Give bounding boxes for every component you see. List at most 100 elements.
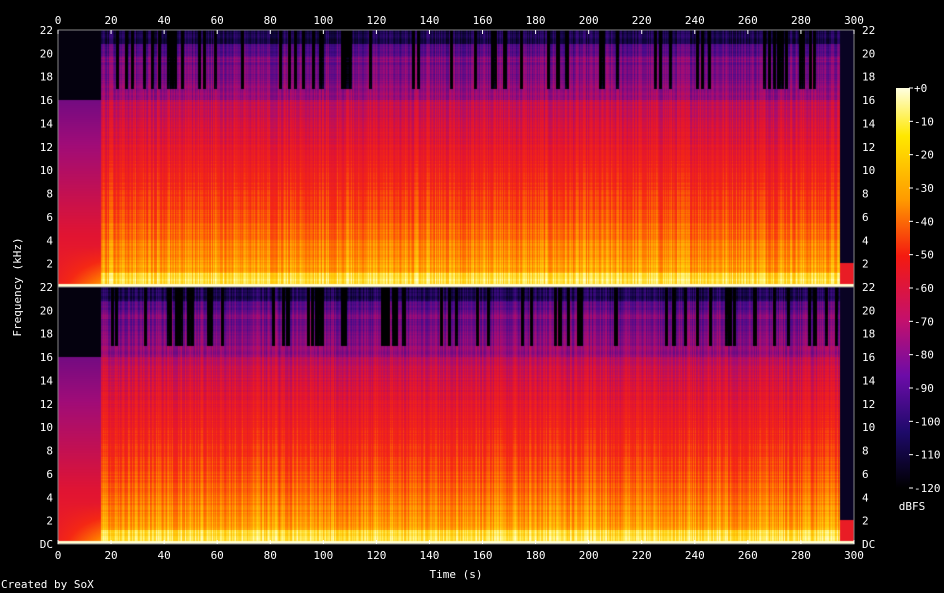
y-tick-label-left: 12 — [40, 141, 53, 154]
spectrogram-channel-2 — [58, 287, 854, 544]
y-tick-label-right: 2 — [862, 258, 869, 271]
y-tick-label-left: 8 — [46, 445, 53, 458]
y-tick-label-right: 6 — [862, 211, 869, 224]
spectrogram-image-channel-1 — [58, 30, 854, 287]
colorbar-tick-label: -110 — [914, 449, 941, 462]
credit-text: Created by SoX — [1, 578, 94, 591]
x-tick-label-bottom: 20 — [104, 549, 117, 562]
colorbar-tick-label: -90 — [914, 382, 934, 395]
x-tick-label-top: 40 — [158, 14, 171, 27]
y-tick-label-right: 20 — [862, 304, 875, 317]
colorbar-ticks: +0 -10 -20 -30 -40 -50 -60 -70 -80 -90 -100 -110 -12… — [909, 82, 941, 495]
x-tick-label-top: 60 — [211, 14, 224, 27]
y-tick-label-left: 20 — [40, 304, 53, 317]
colorbar-tick-label: -60 — [914, 282, 934, 295]
colorbar-tick-label: -30 — [914, 182, 934, 195]
x-tick-label-top: 20 — [104, 14, 117, 27]
y-tick-label-left: 18 — [40, 71, 53, 84]
colorbar-tick-label: -40 — [914, 215, 934, 228]
y-tick-label-right: 14 — [862, 117, 876, 130]
y-tick-label-right: 8 — [862, 445, 869, 458]
y-tick-label-left: 4 — [46, 234, 53, 247]
x-tick-label-bottom: 40 — [158, 549, 171, 562]
x-tick-label-bottom: 280 — [791, 549, 811, 562]
x-tick-label-top: 80 — [264, 14, 277, 27]
x-tick-label-top: 260 — [738, 14, 758, 27]
y-tick-label-left: 6 — [46, 211, 53, 224]
x-tick-label-top: 300 — [844, 14, 864, 27]
y-tick-label-left: 16 — [40, 351, 53, 364]
x-axis-bottom: 0 20 40 60 80 100 120 140 160 180 200 220 240 260 280 3… — [55, 540, 864, 562]
y-tick-label-right: 4 — [862, 491, 869, 504]
x-tick-label-bottom: 60 — [211, 549, 224, 562]
x-tick-label-top: 100 — [313, 14, 333, 27]
y-tick-label-right: 18 — [862, 71, 875, 84]
colorbar-tick-label: -10 — [914, 115, 934, 128]
plot-frame-2 — [57, 286, 855, 545]
y-tick-label-right: 18 — [862, 328, 875, 341]
colorbar: +0 -10 -20 -30 -40 -50 -60 -70 -80 -90 -100 -110 -12… — [896, 82, 941, 513]
y-tick-label-left: 2 — [46, 515, 53, 528]
y-tick-label-left: 16 — [40, 94, 53, 107]
y-tick-label-right: 16 — [862, 94, 875, 107]
x-tick-label-bottom: 0 — [55, 549, 62, 562]
x-tick-label-bottom: 80 — [264, 549, 277, 562]
colorbar-gradient — [896, 88, 910, 488]
y-tick-label-right: 10 — [862, 421, 875, 434]
x-tick-label-top: 140 — [420, 14, 440, 27]
y-tick-label-right: 2 — [862, 515, 869, 528]
colorbar-tick-label: +0 — [914, 82, 927, 95]
y-tick-label-left: 18 — [40, 328, 53, 341]
x-tick-label-top: 160 — [473, 14, 493, 27]
colorbar-tick-label: -50 — [914, 249, 934, 262]
y-tick-label-right: 8 — [862, 188, 869, 201]
x-tick-label-top: 280 — [791, 14, 811, 27]
x-tick-label-top: 200 — [579, 14, 599, 27]
y-tick-label-left: 8 — [46, 188, 53, 201]
colorbar-tick-label: -20 — [914, 149, 934, 162]
x-tick-label-top: 220 — [632, 14, 652, 27]
x-axis-label: Time (s) — [430, 568, 483, 581]
x-tick-label-bottom: 220 — [632, 549, 652, 562]
y-tick-label-left: 20 — [40, 47, 53, 60]
spectrogram-channel-1 — [58, 30, 854, 287]
x-tick-label-bottom: 140 — [420, 549, 440, 562]
x-tick-label-bottom: 100 — [313, 549, 333, 562]
y-tick-label-right: 16 — [862, 351, 875, 364]
colorbar-tick-label: -120 — [914, 482, 941, 495]
y-axis-label: Frequency (kHz) — [11, 237, 24, 336]
y-tick-label-left: 4 — [46, 491, 53, 504]
y-tick-label-right: DC — [862, 538, 875, 551]
y-tick-label-right: 4 — [862, 234, 869, 247]
y-tick-label-right: 10 — [862, 164, 875, 177]
x-tick-label-bottom: 240 — [685, 549, 705, 562]
colorbar-label: dBFS — [899, 500, 926, 513]
y-tick-label-right: 14 — [862, 374, 876, 387]
y-tick-label-left: DC — [40, 538, 53, 551]
y-tick-label-left: 10 — [40, 421, 53, 434]
spectrogram-image-channel-2 — [58, 287, 854, 544]
y-tick-label-left: 6 — [46, 468, 53, 481]
y-tick-label-left: 22 — [40, 281, 53, 294]
x-tick-label-bottom: 260 — [738, 549, 758, 562]
colorbar-tick-label: -80 — [914, 349, 934, 362]
y-tick-label-right: 12 — [862, 398, 875, 411]
y-tick-label-left: 12 — [40, 398, 53, 411]
x-tick-label-bottom: 120 — [366, 549, 386, 562]
colorbar-tick-label: -70 — [914, 315, 934, 328]
y-tick-label-left: 2 — [46, 258, 53, 271]
x-tick-label-top: 240 — [685, 14, 705, 27]
y-tick-label-left: 14 — [40, 117, 54, 130]
y-tick-label-right: 22 — [862, 24, 875, 37]
x-tick-label-top: 0 — [55, 14, 62, 27]
x-tick-label-bottom: 300 — [844, 549, 864, 562]
x-axis-top: 0 20 40 60 80 100 120 140 160 180 200 220 240 260 280 3… — [55, 14, 864, 34]
y-tick-label-left: 10 — [40, 164, 53, 177]
y-tick-label-right: 22 — [862, 281, 875, 294]
y-tick-label-right: 6 — [862, 468, 869, 481]
x-tick-label-bottom: 200 — [579, 549, 599, 562]
x-tick-label-bottom: 160 — [473, 549, 493, 562]
y-tick-label-left: 14 — [40, 374, 54, 387]
y-tick-label-left: 22 — [40, 24, 53, 37]
